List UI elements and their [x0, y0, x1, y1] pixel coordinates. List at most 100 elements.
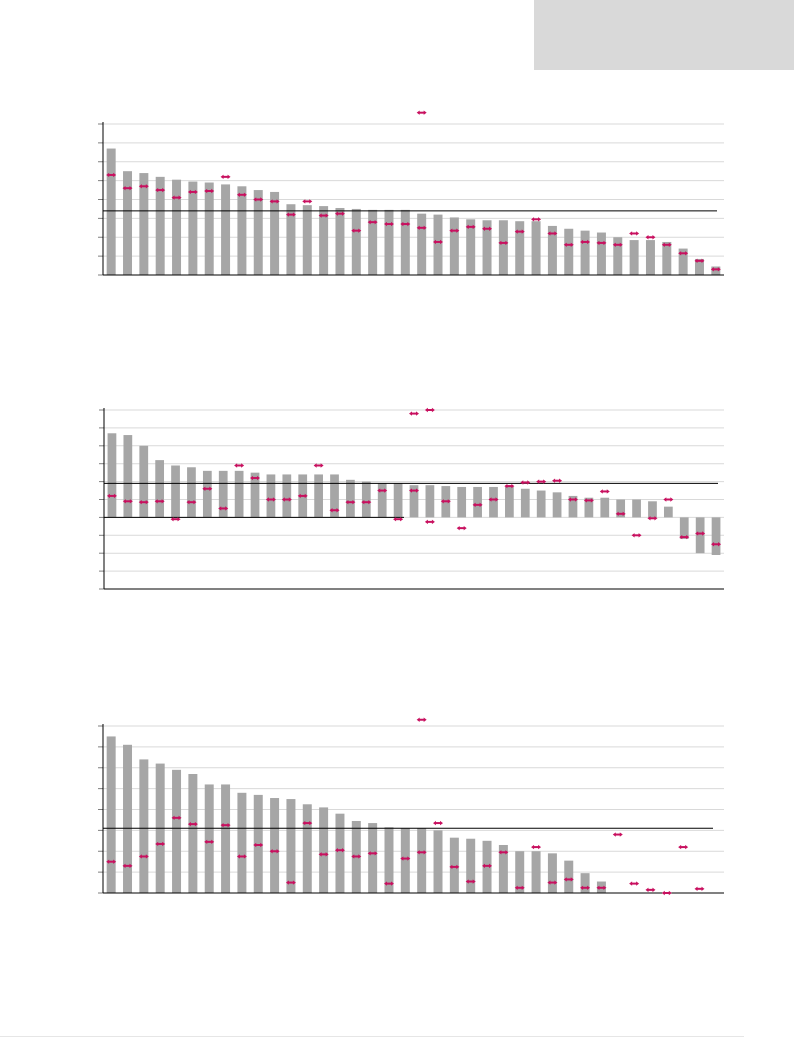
bar: [433, 214, 443, 275]
range-marker: [465, 879, 476, 884]
range-marker: [297, 493, 308, 499]
bar: [613, 237, 623, 275]
bar: [172, 179, 182, 275]
range-marker: [351, 854, 362, 859]
bar: [552, 492, 562, 518]
bar: [204, 182, 214, 275]
range-marker: [678, 844, 689, 850]
range-marker: [383, 221, 394, 227]
range-marker: [694, 886, 705, 892]
bar: [547, 853, 557, 893]
range-marker: [236, 192, 247, 197]
bar: [286, 204, 296, 275]
bar: [286, 799, 296, 893]
range-marker: [155, 187, 166, 193]
range-marker: [710, 267, 721, 272]
range-marker: [678, 251, 689, 256]
bar: [520, 488, 530, 518]
range-marker: [122, 499, 133, 504]
bar: [663, 506, 673, 518]
bar: [123, 171, 133, 275]
range-marker: [563, 242, 574, 247]
range-marker: [383, 881, 394, 886]
bar: [218, 470, 228, 518]
range-marker: [449, 228, 460, 233]
bar: [393, 483, 403, 518]
range-marker: [580, 885, 591, 890]
range-marker: [302, 820, 313, 826]
bar: [648, 501, 657, 518]
bar: [695, 517, 705, 554]
range-marker: [711, 542, 722, 547]
bar: [498, 844, 508, 893]
range-marker: [345, 499, 356, 505]
range-marker: [318, 852, 329, 857]
range-marker: [393, 516, 404, 522]
range-marker: [631, 533, 642, 538]
range-marker: [171, 815, 182, 821]
bar: [302, 205, 312, 275]
bar: [536, 490, 546, 518]
range-marker: [329, 508, 340, 513]
bar: [171, 465, 180, 518]
range-marker: [645, 887, 656, 893]
bar: [204, 784, 214, 893]
range-marker: [661, 242, 672, 247]
range-marker: [220, 822, 231, 828]
range-marker-outlier: [416, 717, 427, 722]
bar: [202, 470, 212, 518]
range-marker: [367, 219, 378, 225]
bar: [319, 206, 329, 275]
range-marker: [250, 475, 261, 481]
range-marker: [596, 240, 607, 246]
range-marker: [218, 506, 229, 511]
range-marker: [580, 239, 591, 245]
bar: [564, 860, 574, 893]
bar: [449, 837, 459, 893]
range-marker: [482, 863, 493, 869]
range-marker: [285, 880, 296, 885]
bar: [282, 474, 292, 518]
bar: [368, 209, 378, 275]
range-marker: [155, 841, 166, 847]
bar: [346, 479, 355, 518]
range-marker: [204, 188, 215, 194]
bar: [596, 232, 606, 275]
range-marker: [285, 212, 296, 217]
range-marker: [547, 880, 558, 885]
range-marker: [552, 478, 563, 483]
range-marker: [106, 493, 117, 499]
range-marker: [269, 199, 280, 204]
range-marker: [599, 489, 610, 494]
bar: [679, 517, 689, 539]
bar: [384, 827, 394, 893]
bar: [632, 499, 641, 518]
bar: [106, 148, 116, 275]
range-marker: [583, 498, 594, 503]
range-marker: [488, 497, 499, 502]
bar: [237, 186, 247, 275]
range-marker: [563, 877, 574, 882]
bar: [433, 830, 443, 893]
bar: [302, 804, 312, 893]
range-marker: [498, 850, 509, 855]
bar: [600, 497, 610, 518]
range-marker: [612, 242, 623, 247]
bar: [711, 266, 721, 275]
bar-chart-3: [98, 717, 724, 896]
range-marker: [106, 172, 117, 178]
range-marker: [400, 856, 411, 861]
range-marker: [186, 499, 197, 505]
range-marker: [596, 885, 607, 890]
bar: [400, 828, 410, 893]
range-marker-outlier: [416, 110, 427, 115]
bar: [351, 208, 361, 275]
range-marker: [351, 228, 362, 233]
range-marker: [424, 519, 435, 525]
range-marker: [334, 848, 345, 853]
bar: [270, 798, 280, 893]
range-marker: [361, 499, 372, 505]
bar-chart-1: [98, 110, 724, 276]
range-marker: [334, 211, 345, 216]
bar: [361, 481, 371, 518]
